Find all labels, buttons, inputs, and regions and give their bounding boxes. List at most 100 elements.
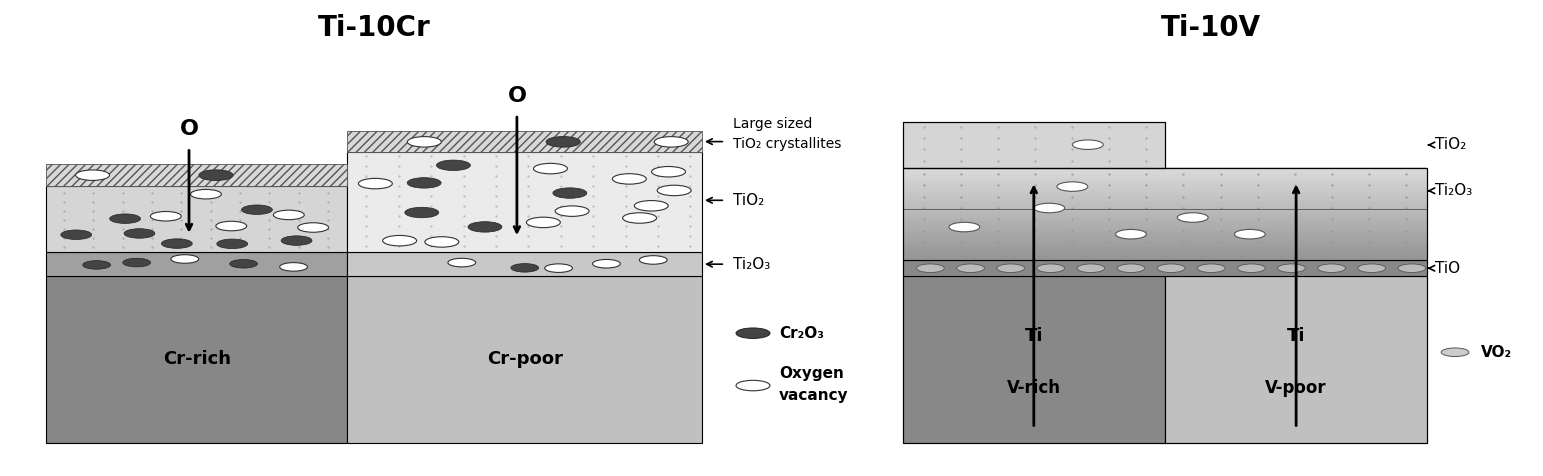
- Bar: [903, 193, 1427, 196]
- Circle shape: [511, 264, 539, 272]
- Bar: [903, 250, 1427, 253]
- Bar: [903, 122, 1165, 168]
- Bar: [903, 202, 1427, 205]
- Bar: [903, 243, 1427, 246]
- Ellipse shape: [1441, 348, 1469, 357]
- Bar: [903, 260, 1427, 276]
- Bar: [903, 228, 1427, 231]
- Text: Ti-10Cr: Ti-10Cr: [318, 14, 430, 42]
- Circle shape: [593, 259, 620, 268]
- Circle shape: [447, 258, 475, 267]
- Circle shape: [216, 221, 247, 231]
- Text: Ti: Ti: [1287, 327, 1305, 345]
- Bar: [903, 208, 1427, 210]
- Text: Cr₂O₃: Cr₂O₃: [779, 326, 824, 341]
- Text: Cr-poor: Cr-poor: [486, 350, 563, 368]
- Bar: [903, 204, 1427, 207]
- Bar: [903, 195, 1427, 197]
- Text: V-rich: V-rich: [1008, 379, 1060, 397]
- Bar: [347, 131, 702, 152]
- Circle shape: [1072, 140, 1103, 149]
- Bar: [903, 234, 1427, 236]
- Bar: [903, 238, 1427, 240]
- Bar: [903, 206, 1427, 208]
- Bar: [903, 189, 1427, 192]
- Bar: [903, 219, 1427, 221]
- Circle shape: [1234, 229, 1265, 239]
- Bar: [46, 252, 347, 276]
- Ellipse shape: [1278, 264, 1305, 272]
- Circle shape: [424, 237, 458, 247]
- Bar: [903, 239, 1427, 242]
- Bar: [903, 210, 1427, 212]
- Ellipse shape: [957, 264, 984, 272]
- Bar: [347, 152, 702, 252]
- Bar: [903, 200, 1427, 203]
- Circle shape: [358, 178, 392, 189]
- Circle shape: [526, 217, 560, 228]
- Circle shape: [736, 328, 770, 338]
- Circle shape: [545, 264, 572, 272]
- Circle shape: [634, 200, 668, 211]
- Circle shape: [162, 239, 193, 248]
- Bar: [903, 168, 1427, 260]
- Text: TiO₂: TiO₂: [733, 193, 764, 208]
- Circle shape: [298, 223, 329, 232]
- Bar: [903, 227, 1427, 229]
- Circle shape: [123, 258, 151, 267]
- Text: Ti-10V: Ti-10V: [1162, 14, 1261, 42]
- Circle shape: [949, 222, 980, 232]
- Circle shape: [552, 188, 586, 198]
- Circle shape: [407, 178, 441, 188]
- Circle shape: [404, 207, 438, 218]
- Text: V-poor: V-poor: [1265, 379, 1327, 397]
- Ellipse shape: [1197, 264, 1225, 272]
- Bar: [903, 182, 1427, 184]
- Circle shape: [546, 137, 580, 147]
- Circle shape: [76, 170, 110, 180]
- Ellipse shape: [1237, 264, 1265, 272]
- Text: TiO: TiO: [1435, 261, 1460, 276]
- Bar: [903, 252, 1427, 255]
- Bar: [903, 169, 1427, 171]
- Bar: [903, 213, 1427, 216]
- Circle shape: [437, 160, 471, 170]
- Bar: [903, 217, 1427, 219]
- Bar: [46, 276, 347, 443]
- Bar: [903, 223, 1427, 225]
- Circle shape: [150, 211, 181, 221]
- Bar: [903, 167, 1427, 169]
- Circle shape: [190, 189, 221, 199]
- Ellipse shape: [1358, 264, 1386, 272]
- Ellipse shape: [997, 264, 1025, 272]
- Circle shape: [123, 228, 154, 238]
- Circle shape: [407, 137, 441, 147]
- Circle shape: [60, 230, 91, 239]
- Circle shape: [230, 259, 258, 268]
- Bar: [903, 122, 1165, 168]
- Bar: [347, 252, 702, 276]
- Bar: [903, 186, 1427, 188]
- Circle shape: [657, 185, 691, 196]
- Circle shape: [83, 261, 111, 269]
- Circle shape: [639, 256, 667, 264]
- Bar: [46, 164, 347, 186]
- Circle shape: [555, 206, 589, 217]
- Bar: [903, 247, 1427, 249]
- Bar: [903, 245, 1427, 248]
- Text: Ti₂O₃: Ti₂O₃: [1435, 183, 1472, 198]
- Bar: [903, 184, 1427, 186]
- Text: O: O: [508, 86, 526, 106]
- Text: TiO₂ crystallites: TiO₂ crystallites: [733, 137, 841, 151]
- Circle shape: [383, 236, 417, 246]
- Ellipse shape: [1117, 264, 1145, 272]
- Circle shape: [281, 236, 312, 245]
- Circle shape: [651, 167, 685, 177]
- Text: Ti₂O₃: Ti₂O₃: [733, 257, 770, 272]
- Bar: [903, 168, 1427, 443]
- Circle shape: [273, 210, 304, 219]
- Bar: [903, 236, 1427, 238]
- Ellipse shape: [1077, 264, 1105, 272]
- Bar: [903, 198, 1427, 201]
- Bar: [46, 186, 347, 252]
